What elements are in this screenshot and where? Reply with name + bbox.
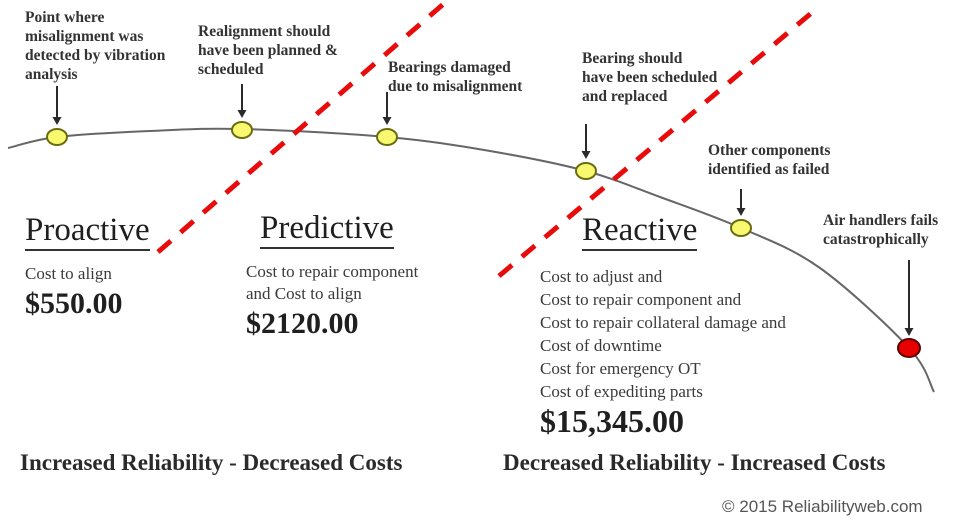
annotation-arrowhead-2 bbox=[237, 110, 247, 118]
phase-reactive-total: $15,345.00 bbox=[540, 403, 684, 439]
phase-reactive-costs: Cost to adjust and Cost to repair compon… bbox=[540, 267, 786, 401]
phase-divider-line-2 bbox=[497, 8, 817, 278]
annotation-bearings-damaged: Bearings damaged due to misalignment bbox=[388, 59, 523, 95]
inspection-point-marker-2 bbox=[231, 121, 253, 139]
inspection-point-marker-3 bbox=[376, 128, 398, 146]
phase-proactive: Proactive Cost to align $550.00 bbox=[25, 214, 150, 321]
annotation-arrowhead-6 bbox=[904, 328, 914, 336]
annotation-air-handler-fails: Air handlers fails catastrophically bbox=[823, 212, 939, 248]
banner-increased-reliability: Increased Reliability - Decreased Costs bbox=[20, 450, 403, 475]
pf-curve-line bbox=[7, 127, 935, 393]
annotation-bearing-replaced: Bearing should have been scheduled and r… bbox=[582, 50, 718, 105]
annotation-arrowhead-4 bbox=[581, 151, 591, 159]
annotation-realignment-planned: Realignment should have been planned & s… bbox=[198, 23, 338, 78]
failure-point-marker bbox=[897, 338, 921, 358]
phase-predictive-total: $2120.00 bbox=[246, 307, 359, 340]
annotation-other-components: Other components identified as failed bbox=[708, 142, 831, 178]
phase-proactive-title: Proactive bbox=[25, 214, 150, 251]
phase-proactive-costs: Cost to align bbox=[25, 264, 112, 283]
inspection-point-marker-4 bbox=[575, 162, 597, 180]
phase-reactive: Reactive Cost to adjust and Cost to repa… bbox=[540, 214, 786, 440]
phase-predictive-title: Predictive bbox=[260, 212, 394, 249]
phase-divider-line-1 bbox=[156, 0, 450, 254]
inspection-point-marker-1 bbox=[46, 128, 68, 146]
phase-reactive-heading: Reactive bbox=[582, 214, 786, 251]
annotation-vibration-detected: Point where misalignment was detected by… bbox=[25, 9, 166, 83]
phase-proactive-heading: Proactive bbox=[25, 214, 150, 251]
phase-proactive-total: $550.00 bbox=[25, 287, 123, 320]
copyright-text: © 2015 Reliabilityweb.com bbox=[722, 497, 923, 516]
banner-decreased-reliability: Decreased Reliability - Increased Costs bbox=[503, 450, 886, 475]
annotation-arrowhead-5 bbox=[736, 208, 746, 216]
annotation-arrowhead-1 bbox=[52, 117, 62, 125]
phase-predictive: Predictive Cost to repair component and … bbox=[246, 212, 418, 341]
inspection-point-marker-5 bbox=[730, 219, 752, 237]
phase-predictive-costs: Cost to repair component and Cost to ali… bbox=[246, 262, 419, 303]
annotation-arrowhead-3 bbox=[382, 117, 392, 125]
phase-reactive-title: Reactive bbox=[582, 214, 698, 251]
phase-predictive-heading: Predictive bbox=[260, 212, 418, 249]
